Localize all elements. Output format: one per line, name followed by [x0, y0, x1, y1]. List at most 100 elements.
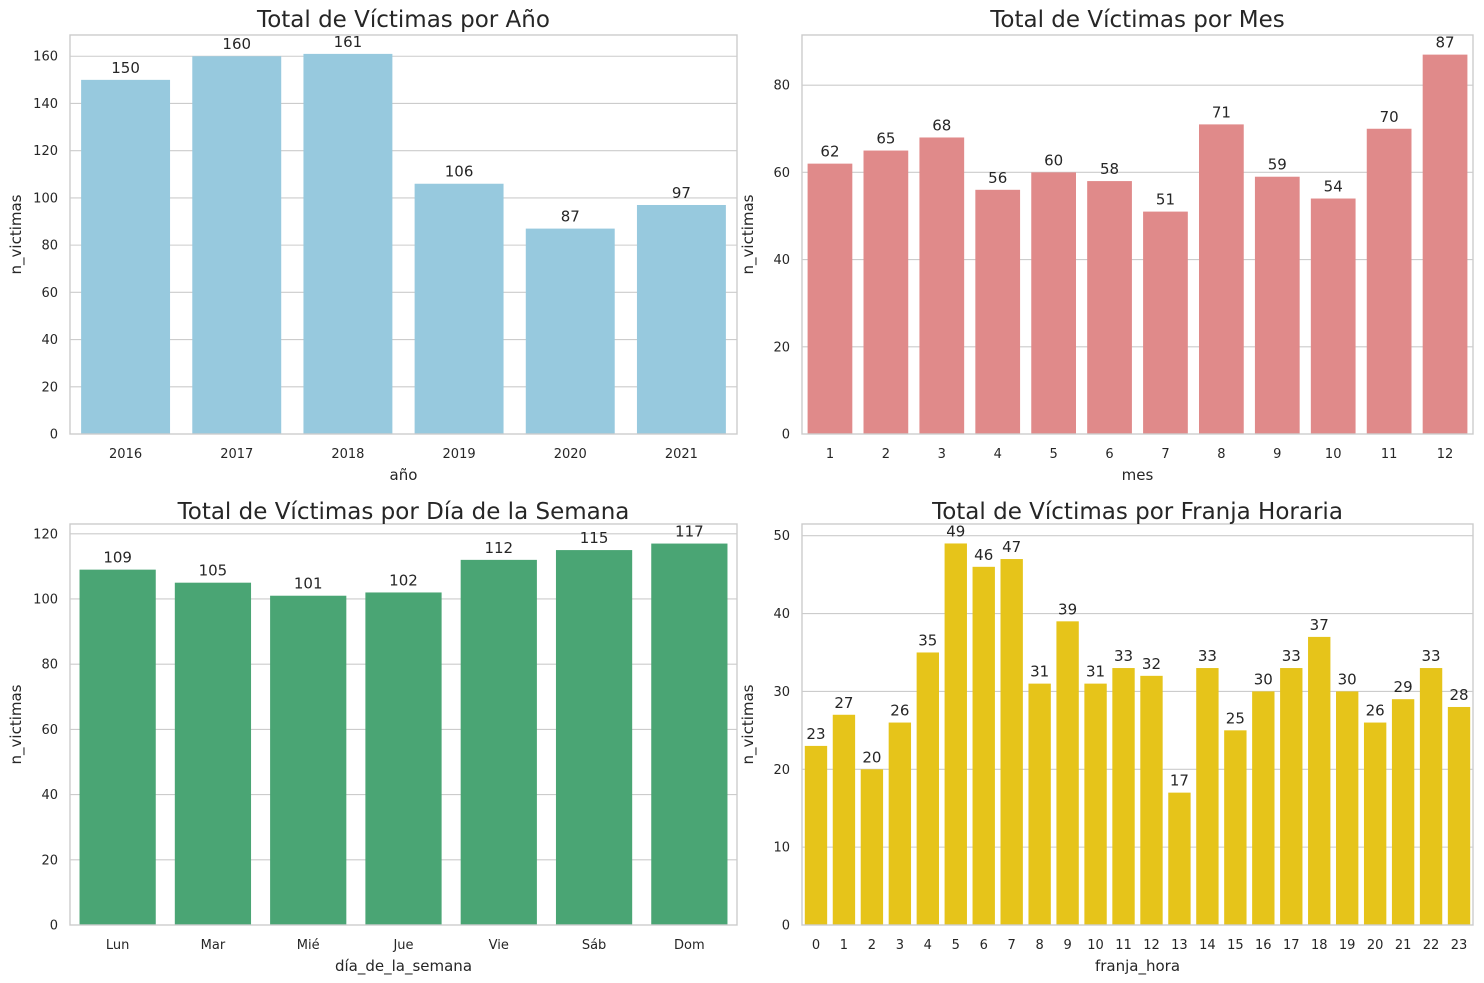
- bar: [1140, 675, 1163, 925]
- bar: [1000, 559, 1023, 925]
- chart-title: Total de Víctimas por Día de la Semana: [177, 499, 630, 525]
- bar: [1087, 181, 1132, 434]
- y-tick-label: 50: [773, 529, 790, 544]
- bar: [1363, 722, 1387, 925]
- data-label: 101: [294, 575, 323, 593]
- y-tick-label: 20: [41, 380, 58, 395]
- y-tick-label: 160: [33, 50, 58, 65]
- x-axis-label: franja_hora: [1095, 957, 1180, 976]
- bar: [860, 769, 884, 925]
- data-label: 59: [1268, 156, 1287, 174]
- data-label: 23: [806, 725, 825, 743]
- x-tick-label: 2021: [665, 447, 698, 462]
- data-label: 26: [1366, 702, 1385, 720]
- bar: [1199, 124, 1244, 435]
- bar: [636, 204, 726, 434]
- bar: [1447, 706, 1471, 925]
- bar: [270, 595, 347, 925]
- x-axis-label: día_de_la_semana: [335, 957, 472, 976]
- x-tick-label: 11: [1115, 938, 1132, 953]
- y-tick-label: 100: [33, 191, 58, 206]
- data-label: 30: [1254, 670, 1273, 688]
- chart-panel-4: 0 10 20 30 40 50 23 0 27 1 20 2 26 3 35 4 49 5 46 6 47 7 31 8 39…: [739, 499, 1474, 976]
- data-label: 112: [484, 539, 513, 557]
- y-tick-label: 40: [41, 788, 58, 803]
- bar: [1143, 211, 1188, 434]
- chart-title: Total de Víctimas por Franja Horaria: [931, 499, 1343, 525]
- x-tick-label: 10: [1087, 938, 1104, 953]
- bar: [1252, 691, 1275, 925]
- x-tick-label: 9: [1063, 938, 1071, 953]
- x-tick-label: 1: [826, 447, 834, 462]
- x-tick-label: 6: [1105, 447, 1113, 462]
- data-label: 105: [199, 562, 228, 580]
- data-label: 65: [876, 130, 895, 148]
- bar: [1196, 668, 1219, 925]
- bar: [79, 569, 156, 925]
- y-tick-label: 20: [773, 763, 790, 778]
- bar: [1336, 691, 1359, 925]
- x-tick-label: Sáb: [582, 938, 606, 953]
- data-label: 68: [932, 116, 951, 134]
- bar: [975, 189, 1021, 434]
- y-tick-label: 30: [773, 685, 790, 700]
- y-tick-label: 60: [41, 286, 58, 301]
- x-axis-label: mes: [1122, 466, 1154, 484]
- x-tick-label: 14: [1199, 938, 1216, 953]
- data-label: 33: [1282, 647, 1301, 665]
- bar: [1112, 668, 1135, 925]
- data-label: 54: [1324, 178, 1343, 196]
- data-label: 56: [988, 169, 1007, 187]
- y-tick-label: 20: [773, 340, 790, 355]
- data-label: 70: [1380, 108, 1399, 126]
- x-tick-label: 20: [1367, 938, 1384, 953]
- plot-frame: [801, 523, 1474, 926]
- bar: [1366, 128, 1412, 435]
- x-tick-label: Mié: [297, 938, 320, 953]
- x-tick-label: 12: [1437, 447, 1454, 462]
- bar: [1254, 176, 1300, 434]
- data-label: 26: [890, 702, 909, 720]
- data-label: 58: [1100, 160, 1119, 178]
- y-tick-label: 120: [33, 144, 58, 159]
- bar: [832, 714, 856, 925]
- x-tick-label: 12: [1143, 938, 1160, 953]
- x-axis-label: año: [390, 466, 418, 484]
- chart-panel-2: 0 20 40 60 80 62 1 65 2 68 3 56 4 60 5 58 6 51 7 71 8 59 9 54 10…: [739, 7, 1474, 484]
- x-tick-label: 5: [1049, 447, 1057, 462]
- x-tick-label: 13: [1171, 938, 1188, 953]
- data-label: 97: [672, 184, 691, 202]
- y-tick-label: 60: [41, 723, 58, 738]
- y-tick-label: 0: [50, 919, 58, 934]
- data-label: 29: [1394, 678, 1413, 696]
- bar: [1280, 668, 1303, 925]
- x-tick-label: 4: [924, 938, 932, 953]
- data-label: 30: [1338, 670, 1357, 688]
- bar: [1168, 792, 1191, 925]
- bar: [1391, 699, 1415, 925]
- data-label: 31: [1086, 663, 1105, 681]
- chart-title: Total de Víctimas por Año: [256, 7, 550, 33]
- bar: [804, 745, 828, 925]
- x-tick-label: Vie: [489, 938, 509, 953]
- x-tick-label: 8: [1036, 938, 1044, 953]
- bar: [365, 592, 442, 925]
- plot-frame: [69, 34, 738, 435]
- data-label: 102: [389, 571, 418, 589]
- bar: [414, 183, 504, 434]
- x-tick-label: 9: [1273, 447, 1281, 462]
- x-tick-label: 8: [1217, 447, 1225, 462]
- y-tick-label: 0: [782, 919, 790, 934]
- bar: [1031, 172, 1076, 434]
- x-tick-label: 4: [994, 447, 1002, 462]
- data-label: 28: [1449, 686, 1468, 704]
- y-tick-label: 120: [33, 527, 58, 542]
- y-tick-label: 80: [773, 79, 790, 94]
- x-tick-label: 10: [1325, 447, 1342, 462]
- bar: [174, 582, 252, 925]
- data-label: 51: [1156, 191, 1175, 209]
- bar: [1419, 668, 1443, 925]
- y-tick-label: 20: [41, 853, 58, 868]
- x-tick-label: 3: [938, 447, 946, 462]
